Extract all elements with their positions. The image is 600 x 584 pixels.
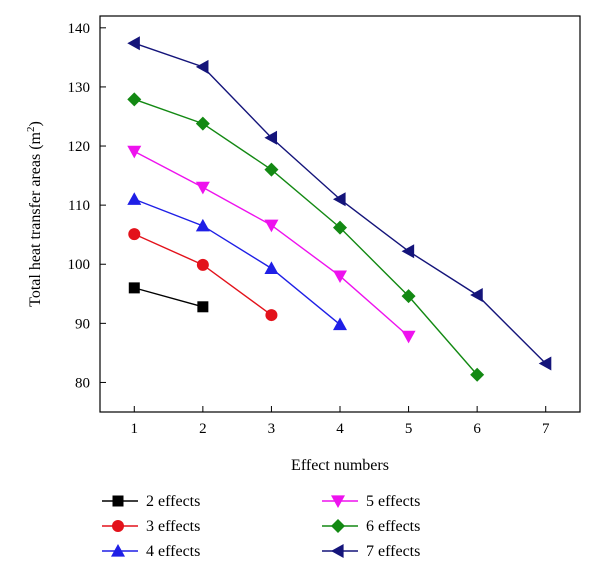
y-tick-label: 80 <box>75 375 90 391</box>
marker-diamond <box>470 367 485 382</box>
marker-circle <box>128 228 141 241</box>
legend-label: 4 effects <box>146 543 200 560</box>
marker-diamond <box>195 116 210 131</box>
marker-triangle-left <box>470 287 483 302</box>
legend-label: 5 effects <box>366 493 420 510</box>
marker-diamond <box>264 162 279 177</box>
y-axis-title-end: ) <box>27 121 44 126</box>
legend-label: 2 effects <box>146 493 200 510</box>
legend-label: 3 effects <box>146 518 200 535</box>
y-axis-title-main: Total heat transfer areas (m <box>27 131 44 306</box>
ticks: 1 2 3 4 5 6 7 80 90 100 110 120 130 140 <box>68 21 550 437</box>
legend-label: 7 effects <box>366 543 420 560</box>
legend-item: 7 effects <box>322 543 420 560</box>
marker-square <box>197 301 209 313</box>
series-3-effects <box>128 228 278 322</box>
marker-triangle-down <box>264 219 279 233</box>
series-7-effects <box>127 36 552 371</box>
y-tick-label: 110 <box>68 198 90 214</box>
x-tick-label: 2 <box>199 421 207 437</box>
marker-triangle-down <box>127 145 142 159</box>
series-4-effects <box>127 192 347 331</box>
legend-item: 6 effects <box>322 518 420 535</box>
series-layer <box>127 36 552 382</box>
y-axis-title: Total heat transfer areas (m2) <box>25 121 44 307</box>
marker-triangle-left <box>264 130 278 145</box>
marker-triangle-up <box>333 317 347 331</box>
series-5-effects <box>127 145 416 344</box>
y-tick-label: 130 <box>68 80 91 96</box>
x-axis-title: Effect numbers <box>291 457 389 474</box>
y-tick-label: 90 <box>75 316 90 332</box>
legend-item: 3 effects <box>102 518 200 535</box>
series-line <box>133 150 410 337</box>
series-line <box>134 287 204 308</box>
marker-triangle-up <box>195 218 210 232</box>
legend-item: 4 effects <box>102 543 200 560</box>
y-tick-label: 100 <box>68 257 91 273</box>
marker-diamond <box>127 92 142 107</box>
x-tick-label: 1 <box>131 421 139 437</box>
x-tick-label: 3 <box>268 421 276 437</box>
marker-triangle-left <box>331 544 344 558</box>
marker-triangle-down <box>331 495 345 508</box>
y-axis-title-sup: 2 <box>25 127 37 133</box>
marker-triangle-left <box>127 36 140 51</box>
marker-triangle-down <box>333 270 347 284</box>
marker-triangle-up <box>127 192 142 205</box>
x-tick-label: 6 <box>473 421 481 437</box>
marker-circle <box>265 309 278 322</box>
series-line <box>134 98 478 376</box>
legend-item: 2 effects <box>102 493 200 510</box>
marker-triangle-down <box>195 181 210 195</box>
marker-square <box>128 282 140 294</box>
x-tick-label: 5 <box>405 421 413 437</box>
series-6-effects <box>127 92 485 382</box>
series-2-effects <box>128 282 209 313</box>
marker-square <box>112 495 124 507</box>
legend-label: 6 effects <box>366 518 420 535</box>
y-tick-label: 120 <box>68 139 91 155</box>
marker-triangle-left <box>538 356 552 371</box>
x-tick-label: 4 <box>336 421 344 437</box>
marker-triangle-up <box>264 261 279 274</box>
marker-diamond <box>331 519 345 533</box>
marker-triangle-left <box>333 192 346 207</box>
marker-triangle-down <box>401 330 416 344</box>
x-tick-label: 7 <box>542 421 550 437</box>
marker-triangle-left <box>195 59 209 74</box>
marker-circle <box>196 258 209 271</box>
series-line <box>134 42 547 365</box>
marker-diamond <box>333 220 347 235</box>
marker-triangle-up <box>111 544 125 557</box>
marker-triangle-left <box>401 244 415 259</box>
legend-item: 5 effects <box>322 493 420 510</box>
marker-circle <box>112 520 124 532</box>
y-tick-label: 140 <box>68 21 91 37</box>
legend: 2 effects 3 effects 4 effects 5 effects 6 ef… <box>102 493 420 560</box>
series-line <box>134 198 341 326</box>
marker-diamond <box>401 289 416 304</box>
